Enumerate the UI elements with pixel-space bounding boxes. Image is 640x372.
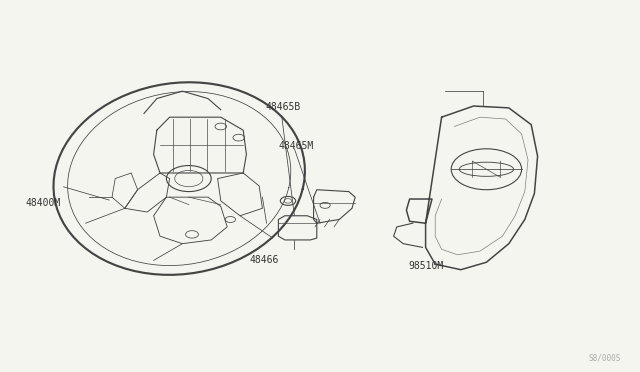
Text: 48465M: 48465M xyxy=(278,141,314,151)
Text: 48400M: 48400M xyxy=(26,198,61,208)
Text: 48465B: 48465B xyxy=(266,102,301,112)
Text: 48466: 48466 xyxy=(250,255,279,265)
Text: 98510M: 98510M xyxy=(408,261,444,271)
Text: S8/000S: S8/000S xyxy=(588,354,621,363)
